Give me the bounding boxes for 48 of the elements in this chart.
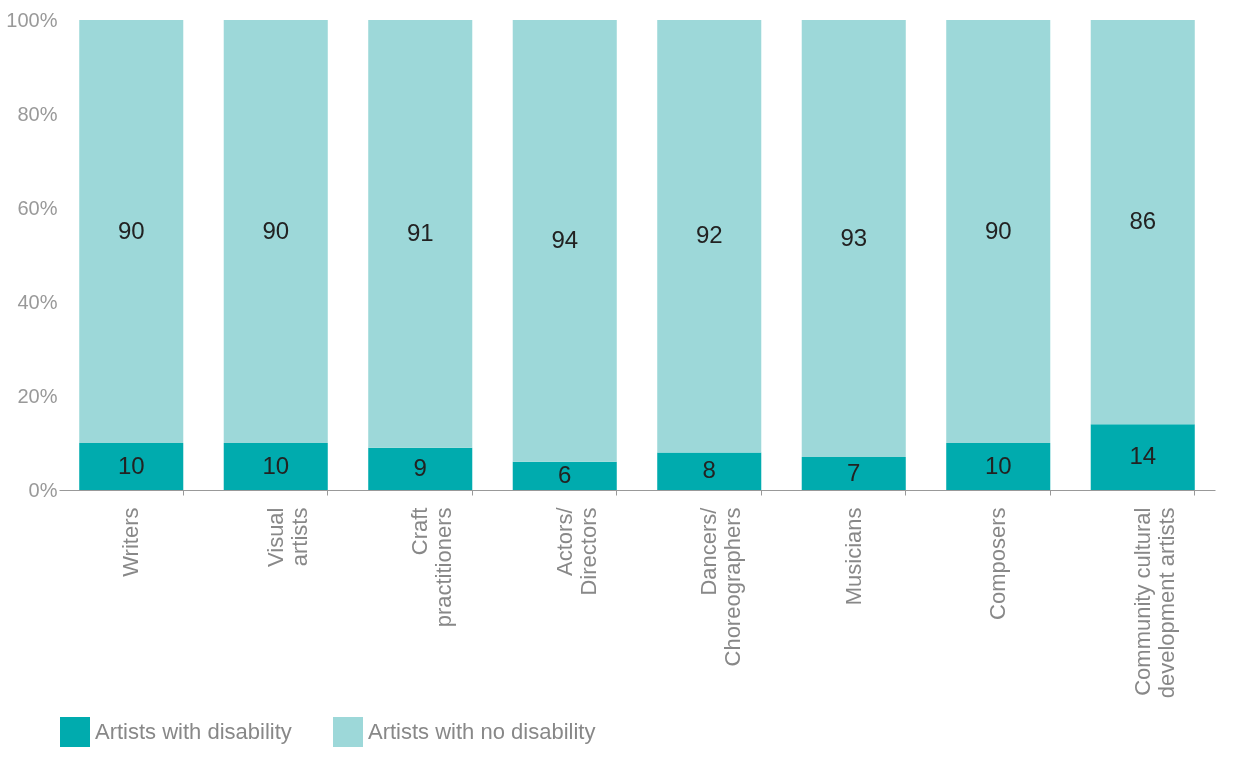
bar xyxy=(512,461,617,490)
bar xyxy=(657,452,762,490)
bar xyxy=(801,457,906,490)
bar xyxy=(79,20,184,443)
data-label: 10 xyxy=(117,451,145,479)
bar xyxy=(946,20,1051,443)
bar xyxy=(223,443,328,490)
data-label: 91 xyxy=(406,218,434,246)
bar xyxy=(368,447,473,490)
data-label: 8 xyxy=(702,456,716,484)
data-label: 7 xyxy=(847,458,861,486)
data-label: 86 xyxy=(1129,207,1157,235)
legend-label: Artists with no disability xyxy=(368,719,596,744)
x-tick-label: Musicians xyxy=(840,507,866,606)
x-tick-label: Actors/ Directors xyxy=(551,506,601,596)
x-tick-label: Composers xyxy=(985,507,1011,620)
bar xyxy=(801,20,906,458)
bar xyxy=(1090,424,1195,490)
y-tick-label: 60% xyxy=(17,196,58,219)
data-label: 93 xyxy=(840,223,868,251)
y-tick-label: 40% xyxy=(17,290,58,313)
data-label: 10 xyxy=(984,451,1012,479)
x-tick-label: Dancers/ Choreographers xyxy=(696,506,746,667)
y-tick-label: 80% xyxy=(17,102,58,125)
bar xyxy=(512,20,617,462)
bar xyxy=(79,443,184,490)
data-label: 9 xyxy=(413,453,427,481)
y-tick-label: 0% xyxy=(28,478,58,501)
data-label: 90 xyxy=(262,216,290,244)
bar xyxy=(368,20,473,448)
data-label: 6 xyxy=(558,460,572,488)
y-tick-label: 100% xyxy=(6,8,58,31)
y-tick-label: 20% xyxy=(17,384,58,407)
data-label: 94 xyxy=(551,225,579,253)
data-label: 90 xyxy=(984,216,1012,244)
bar xyxy=(946,443,1051,490)
x-tick-label: Visual artists xyxy=(262,507,312,568)
x-tick-label: Craft practitioners xyxy=(407,507,457,628)
data-label: 90 xyxy=(117,216,145,244)
data-label: 10 xyxy=(262,451,290,479)
bar xyxy=(657,20,762,453)
data-label: 14 xyxy=(1129,442,1157,470)
bar xyxy=(1090,20,1195,425)
x-tick-label: Writers xyxy=(118,507,144,577)
data-label: 92 xyxy=(695,221,723,249)
x-tick-label: Community cultural development artists xyxy=(1129,507,1179,699)
legend-label: Artists with disability xyxy=(95,719,292,744)
bar xyxy=(223,20,328,443)
